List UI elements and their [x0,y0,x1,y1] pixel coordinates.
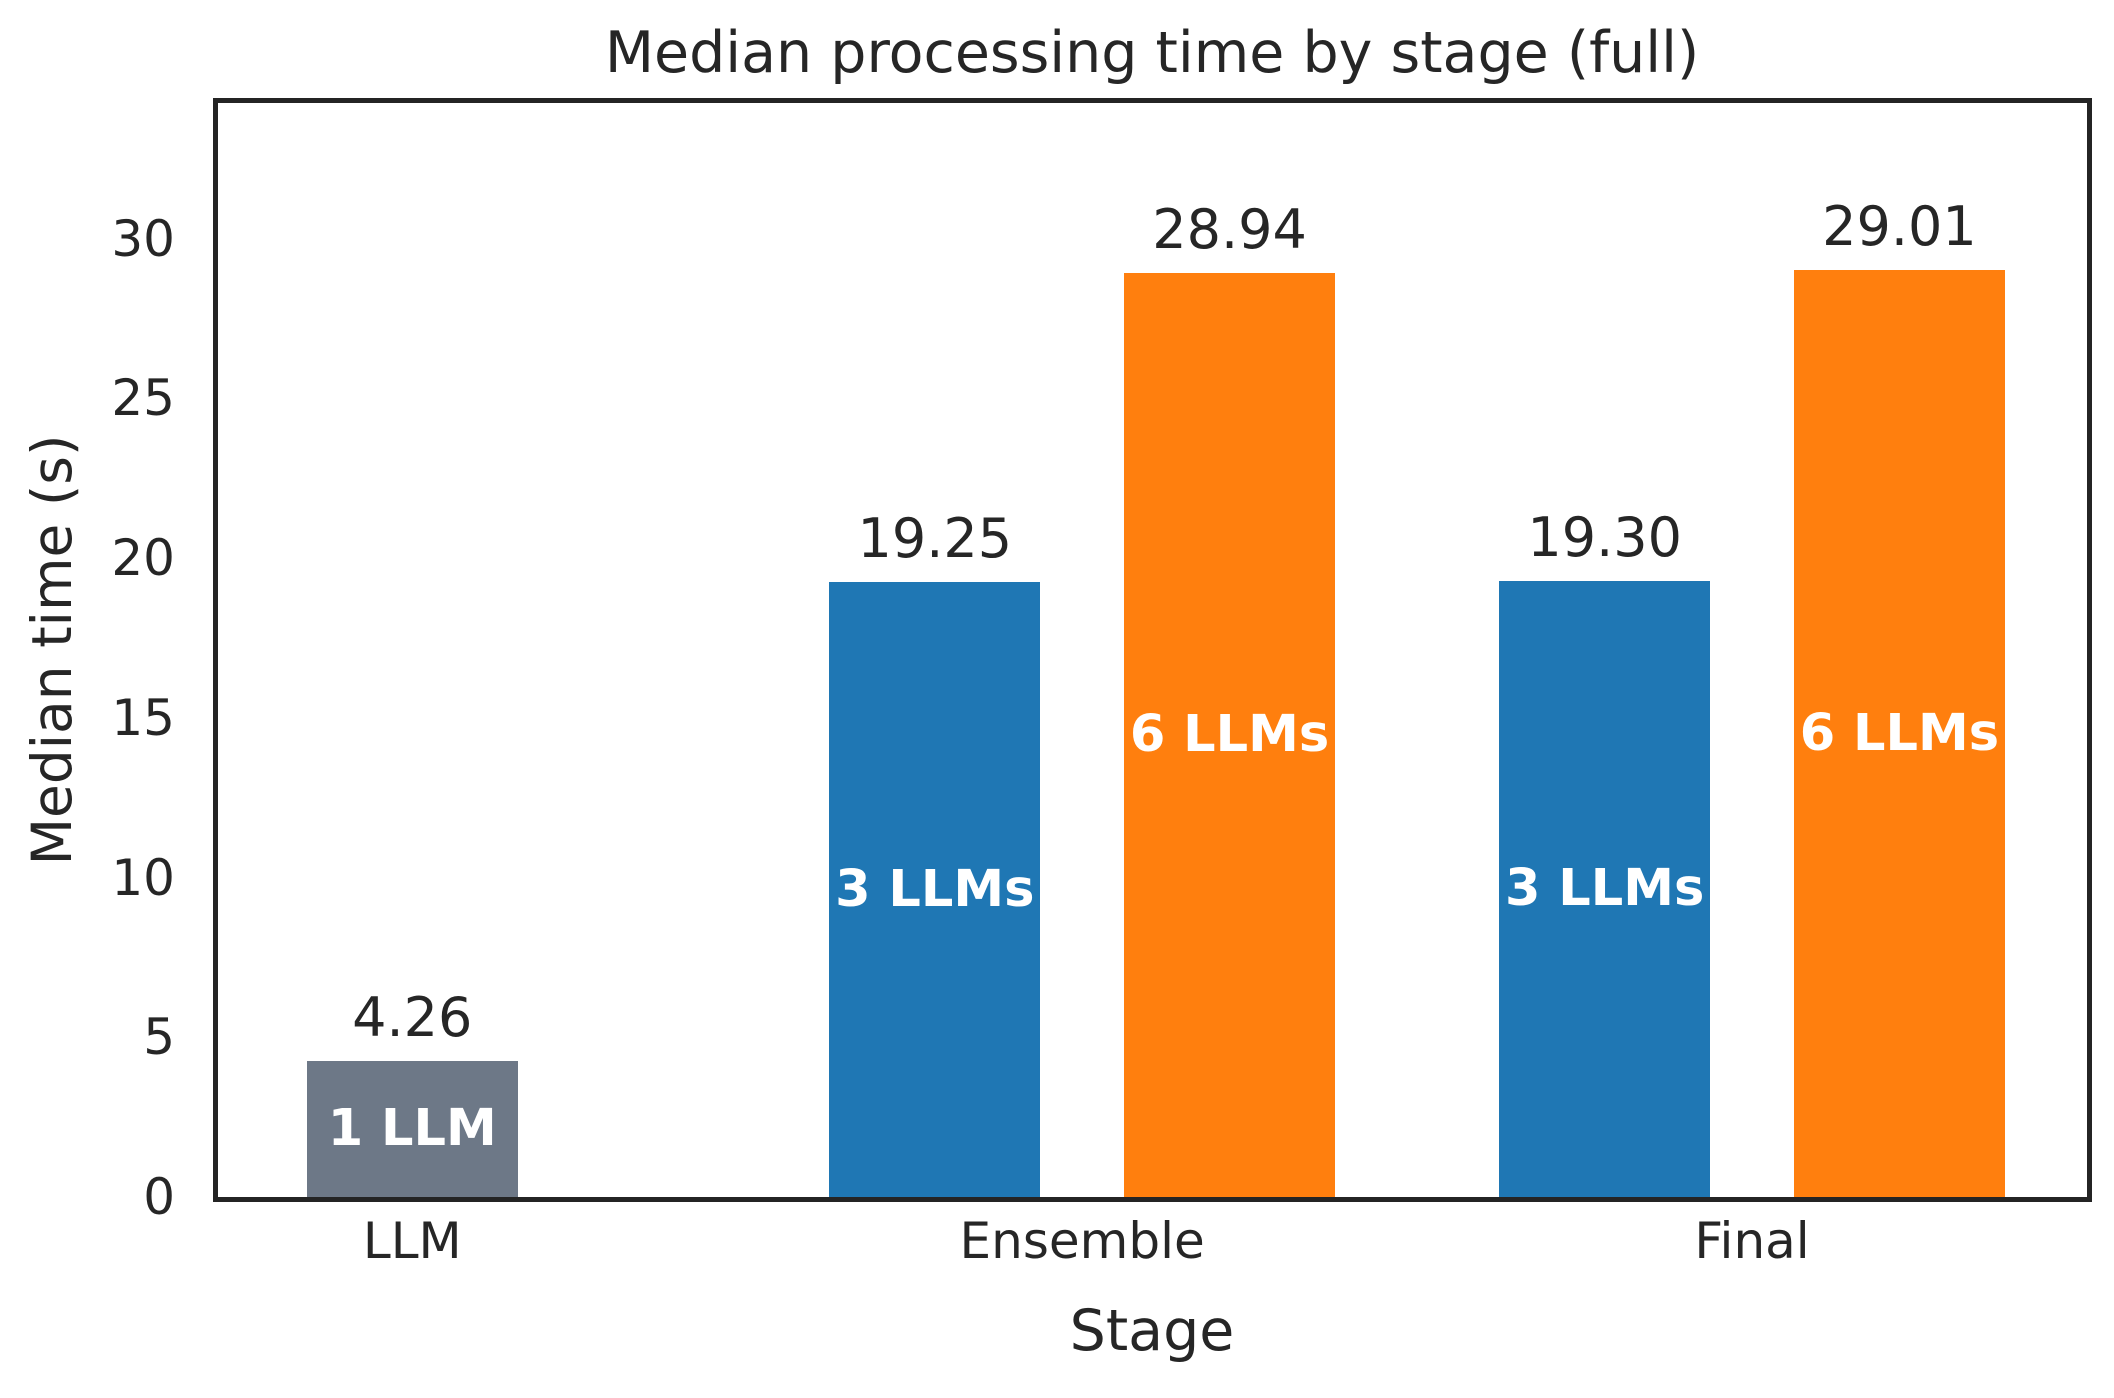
bar-count-label: 1 LLM [327,1099,497,1159]
bar-count-label: 3 LLMs [835,860,1035,920]
chart-title: Median processing time by stage (full) [604,20,1700,86]
bar-final-6-llms: 6 LLMs [1793,270,2005,1197]
bar-final-3-llms: 3 LLMs [1499,580,1711,1197]
x-tick-label-final: Final [1694,1212,1810,1270]
y-tick-label: 30 [111,209,175,268]
x-axis-label: Stage [1069,1298,1235,1364]
bar-value-label: 29.01 [1822,195,1977,259]
y-tick-label: 10 [111,848,175,907]
bar-count-label: 6 LLMs [1129,705,1330,765]
plot-area: 1 LLM 4.26 3 LLMs 19.25 6 LLMs 28.94 3 LLMs 19.… [213,98,2092,1202]
y-tick-label: 20 [111,529,175,588]
y-axis-label: Median time (s) [20,434,84,866]
x-tick-label-llm: LLM [362,1212,462,1270]
x-tick-label-ensemble: Ensemble [959,1212,1205,1270]
bar-value-label: 19.30 [1527,505,1682,569]
bar-count-label: 6 LLMs [1799,704,2000,764]
y-tick-label: 0 [143,1168,175,1226]
y-tick-label: 15 [111,688,175,747]
bar-value-label: 19.25 [857,507,1013,571]
bar-ensemble-6-llms: 6 LLMs [1124,272,1336,1197]
bar-count-label: 3 LLMs [1504,859,1705,919]
bar-llm-1-llm: 1 LLM [306,1060,518,1197]
bar-value-label: 28.94 [1152,197,1307,261]
y-tick-label: 5 [143,1008,175,1067]
bar-value-label: 4.26 [352,985,473,1049]
bar-ensemble-3-llms: 3 LLMs [829,582,1041,1197]
y-tick-label: 25 [111,369,175,428]
